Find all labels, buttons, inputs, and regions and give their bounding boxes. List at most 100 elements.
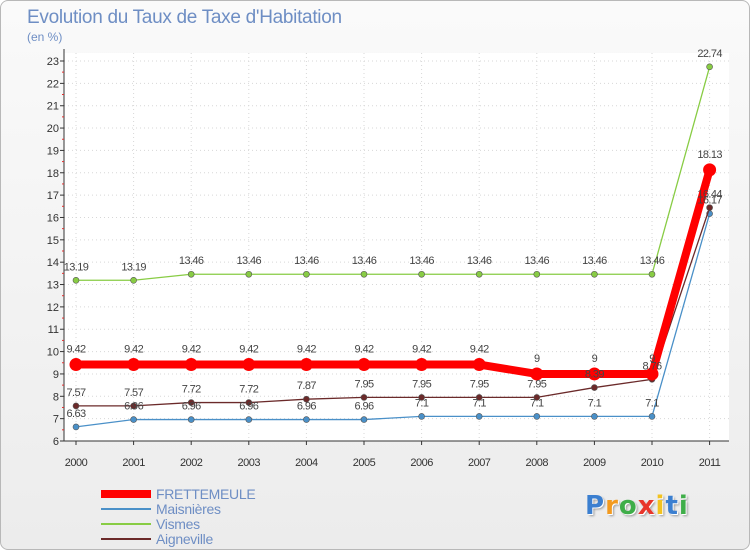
data-point [127,358,141,372]
data-point [303,270,310,278]
y-tick-label: 6 [53,436,59,448]
legend-swatch [101,538,151,540]
data-label: 6.63 [66,408,85,420]
x-tick-label: 2007 [468,457,491,469]
data-label: 9.42 [412,344,431,356]
data-point [475,394,483,401]
data-label: 13.46 [237,255,262,267]
data-point [645,367,659,381]
data-point [242,358,256,372]
series-line [72,165,714,378]
data-point [303,416,310,423]
data-label: 7.1 [415,397,429,409]
data-point [530,367,544,381]
y-tick-label: 20 [47,123,59,135]
x-tick-label: 2008 [526,457,549,469]
y-tick-label: 15 [47,235,59,247]
legend-item: FRETTEMEULE [101,486,351,502]
proxiti-logo: Proxiti [585,491,689,521]
data-label: 13.19 [121,261,146,273]
chart-legend: FRETTEMEULE Maisnières Vismes Aigneville [101,486,351,547]
x-tick-label: 2002 [180,457,203,469]
data-point [475,270,483,278]
data-point [357,358,371,372]
y-tick-label: 9 [53,369,59,381]
y-tick-label: 22 [47,78,59,90]
data-label: 13.46 [352,255,377,267]
data-label: 13.46 [640,255,665,267]
data-point [706,204,713,211]
data-point [187,416,195,423]
data-point [187,270,195,278]
x-tick-label: 2005 [353,457,376,469]
y-tick-label: 23 [47,56,59,68]
data-point [360,394,368,401]
data-label: 9 [649,353,655,365]
data-label: 7.1 [472,397,486,409]
chart-title: Evolution du Taux de Taxe d'Habitation [27,7,342,28]
data-label: 9.42 [470,344,489,356]
y-tick-label: 7 [53,414,59,426]
y-tick-label: 12 [47,302,59,314]
data-label: 9.42 [239,344,258,356]
logo-letter: P [585,491,606,521]
data-point [72,423,80,431]
data-label: 6.96 [239,401,258,413]
data-point [245,416,253,423]
legend-item: Vismes [101,516,351,532]
logo-letter: t [665,491,679,521]
x-tick-label: 2011 [699,457,721,469]
legend-item: Maisnières [101,501,351,517]
data-label: 13.46 [179,255,204,267]
series-vismes [72,63,713,284]
legend-label: Aigneville [156,531,213,547]
data-label: 7.57 [124,387,143,399]
data-label: 13.46 [294,255,319,267]
data-label: 9 [534,353,540,365]
data-label: 7.95 [354,378,373,390]
y-tick-label: 18 [47,168,59,180]
data-label: 6.96 [354,401,373,413]
series-line [75,206,711,407]
y-tick-label: 16 [47,212,59,224]
data-point [130,402,137,410]
data-point [72,402,80,410]
data-point [706,63,713,71]
x-tick-label: 2000 [65,457,88,469]
series-maisni-res [72,210,713,431]
data-point [648,270,656,278]
data-label: 9.42 [354,344,373,356]
data-label: 22.74 [697,48,722,60]
data-point [245,270,253,278]
data-point [415,358,429,372]
data-point [591,413,598,420]
y-tick-label: 17 [47,190,59,202]
data-point [184,358,198,372]
data-label: 7.1 [530,397,544,409]
data-point [130,416,137,423]
legend-label: Vismes [156,516,200,532]
data-label: 7.1 [588,397,602,409]
series-line [75,213,711,428]
x-tick-label: 2006 [410,457,433,469]
data-point [130,276,137,284]
data-point [533,413,541,420]
data-label: 7.72 [239,384,258,396]
data-point [533,394,541,401]
data-label: 9.42 [297,344,316,356]
data-label: 9.42 [124,344,143,356]
data-point [418,270,425,278]
data-point [69,358,83,372]
data-label: 13.46 [525,255,550,267]
data-label: 6.96 [124,401,143,413]
data-point [72,276,80,284]
logo-letter: r [605,491,619,521]
data-point [360,270,368,278]
data-label: 18.13 [697,149,722,161]
data-label: 16.17 [697,195,722,207]
x-tick-label: 2009 [583,457,606,469]
data-point [587,367,601,381]
data-label: 7.95 [412,378,431,390]
chart-unit: (en %) [27,30,63,44]
y-tick-label: 21 [47,101,59,113]
